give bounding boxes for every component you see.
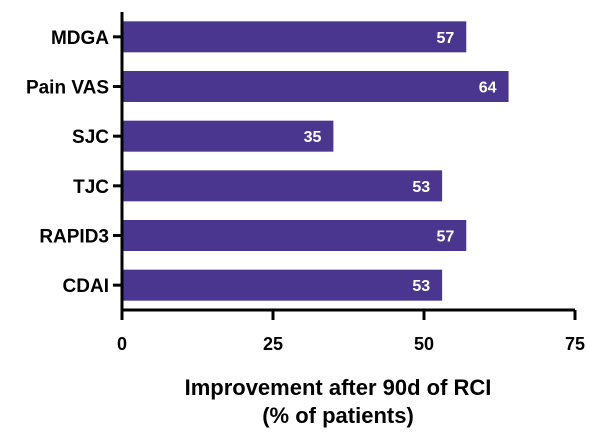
category-label: Pain VAS — [26, 78, 109, 99]
bars-group: 57 64 35 53 57 53 — [122, 21, 509, 301]
category-labels: MDGA Pain VAS SJC TJC RAPID3 CDAI — [26, 28, 109, 297]
x-axis-title-line1: Improvement after 90d of RCI — [185, 375, 492, 400]
x-tick-label: 50 — [414, 334, 434, 354]
category-label: SJC — [72, 127, 109, 148]
data-label: 57 — [436, 30, 454, 47]
data-label: 35 — [304, 129, 322, 146]
x-tick-label: 75 — [565, 334, 585, 354]
category-label: TJC — [73, 177, 109, 198]
bar-cdai — [122, 269, 443, 301]
data-label: 53 — [412, 278, 430, 295]
category-label: CDAI — [63, 276, 109, 297]
x-axis-title-line2: (% of patients) — [262, 403, 414, 428]
bar-mdga — [122, 21, 467, 53]
bar-pain-vas — [122, 71, 509, 102]
x-ticks: 0 25 50 75 — [117, 310, 585, 354]
x-tick-label: 25 — [263, 334, 283, 354]
category-label: MDGA — [51, 28, 109, 49]
data-label: 53 — [412, 179, 430, 196]
y-ticks — [113, 35, 122, 287]
data-label: 57 — [436, 229, 454, 246]
data-label: 64 — [479, 80, 497, 97]
category-label: RAPID3 — [39, 227, 109, 248]
bar-tjc — [122, 170, 443, 202]
bar-sjc — [122, 120, 334, 152]
bar-rapid3 — [122, 220, 467, 251]
x-tick-label: 0 — [117, 334, 127, 354]
